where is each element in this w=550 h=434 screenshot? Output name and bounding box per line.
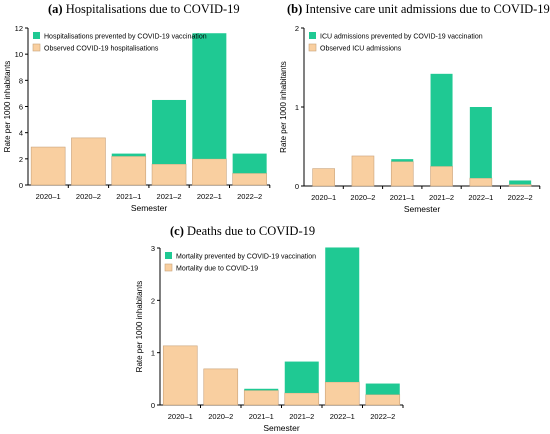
chart-b-ytick-label: 0 (295, 182, 299, 191)
chart-a-ytick-label: 2 (19, 155, 23, 164)
chart-c-xlabel: Semester (263, 423, 300, 433)
chart-b-legend-label-prevented: ICU admissions prevented by COVID-19 vac… (320, 34, 483, 41)
chart-a-bar-observed (192, 158, 227, 186)
chart-a-tag: (a) (48, 2, 63, 16)
chart-b-ytick-label: 2 (295, 24, 299, 33)
chart-b-tag: (b) (287, 2, 303, 16)
chart-a-ytick-label: 10 (15, 50, 23, 59)
chart-c-legend-swatch-prevented (165, 252, 172, 259)
chart-c-xtick-label: 2020–2 (208, 412, 233, 421)
chart-c-ytick-label: 0 (151, 401, 155, 410)
chart-b-xtick-label: 2021–1 (390, 193, 415, 202)
chart-a-legend-swatch-prevented (33, 32, 40, 39)
chart-c-title-text: Deaths due to COVID-19 (187, 224, 316, 238)
chart-c-legend-label-observed: Mortality due to COVID-19 (176, 266, 258, 273)
chart-c-legend-label-prevented: Mortality prevented by COVID-19 vaccinat… (176, 254, 316, 261)
chart-c-xtick-label: 2021–1 (249, 412, 274, 421)
chart-a-bar-prevented (111, 153, 146, 157)
chart-b-xtick-label: 2020–2 (350, 193, 375, 202)
chart-b-xtick-label: 2020–1 (311, 193, 336, 202)
chart-c-xtick-label: 2021–2 (289, 412, 314, 421)
chart-a-bar-observed (111, 155, 147, 186)
chart-a-ytick-label: 4 (19, 129, 23, 138)
chart-a-bar-observed (232, 172, 267, 186)
chart-a-ylabel: Rate per 1000 inhabitants (3, 61, 12, 153)
chart-c-xtick-label: 2020–1 (168, 412, 193, 421)
chart-a-xtick-label: 2022–2 (237, 192, 262, 201)
chart-c-xtick-label: 2022–2 (370, 412, 395, 421)
chart-b-legend-label-observed: Observed ICU admissions (320, 46, 402, 53)
chart-b-bar-prevented (509, 180, 532, 185)
chart-c-bar-observed (203, 368, 239, 406)
chart-b-ylabel: Rate per 1000 inhabitants (279, 61, 288, 153)
chart-b-bar-prevented (391, 159, 414, 162)
chart-b-bar-observed (312, 168, 335, 187)
chart-c-ytick-label: 3 (151, 244, 155, 253)
chart-c-legend-swatch-observed (164, 263, 173, 272)
chart-c-bar-observed (243, 390, 279, 406)
chart-c-bar-observed (162, 345, 198, 406)
chart-a-xtick-label: 2020–2 (76, 192, 101, 201)
chart-b-bar-observed (351, 155, 375, 187)
chart-a-bar-prevented (232, 153, 267, 174)
chart-a-bar-prevented (152, 99, 187, 165)
chart-b-bar-observed (390, 161, 414, 187)
chart-a-xtick-label: 2020–1 (36, 192, 61, 201)
chart-c-bar-prevented (244, 388, 279, 391)
chart-b-ytick-label: 1 (295, 103, 299, 112)
chart-b-title-text: Intensive care unit admissions due to CO… (305, 2, 550, 16)
chart-c-ylabel: Rate per 1000 inhabitants (135, 281, 144, 373)
chart-c-tag: (c) (170, 224, 184, 238)
chart-a-bar-observed (71, 137, 106, 186)
chart-a-legend-label-prevented: Hospitalisations prevented by COVID-19 v… (44, 34, 207, 41)
chart-a-xtick-label: 2021–1 (116, 192, 141, 201)
chart-c-bar-observed (324, 381, 360, 406)
chart-b-bar-observed (430, 165, 453, 187)
chart-b-legend-swatch-observed (308, 43, 317, 52)
chart-a-legend-swatch-observed (32, 43, 41, 52)
chart-a-bar-prevented (192, 33, 227, 159)
chart-b-bar-prevented (430, 73, 453, 167)
chart-a-ytick-label: 0 (19, 181, 23, 190)
chart-c-bar-observed (365, 394, 401, 406)
chart-a-xtick-label: 2022–1 (197, 192, 222, 201)
chart-a-xlabel: Semester (131, 203, 168, 213)
chart-a-bar-observed (151, 163, 187, 186)
chart-a-ytick-label: 12 (15, 24, 23, 33)
chart-c-xtick-label: 2022–1 (330, 412, 355, 421)
chart-c-bar-observed (284, 392, 320, 406)
chart-b-bar-prevented (469, 107, 492, 179)
chart-a-title: (a) Hospitalisations due to COVID-19 (48, 2, 240, 17)
chart-a-legend-label-observed: Observed COVID-19 hospitalisations (44, 46, 159, 53)
chart-b-xtick-label: 2022–1 (468, 193, 493, 202)
chart-b-bar-observed (508, 184, 532, 187)
chart-b-legend-swatch-prevented (309, 32, 316, 39)
chart-a-ytick-label: 8 (19, 76, 23, 85)
chart-c-bar-prevented (365, 383, 400, 395)
chart-a-bar-observed (30, 146, 66, 186)
chart-b-bar-observed (469, 177, 493, 187)
chart-b-xtick-label: 2022–2 (508, 193, 533, 202)
chart-a-ytick-label: 6 (19, 103, 23, 112)
chart-c-bar-prevented (325, 247, 360, 382)
chart-b-xlabel: Semester (404, 204, 441, 214)
chart-c-title: (c) Deaths due to COVID-19 (170, 224, 315, 239)
chart-b-title: (b) Intensive care unit admissions due t… (287, 2, 550, 17)
chart-a-xtick-label: 2021–2 (157, 192, 182, 201)
chart-b-xtick-label: 2021–2 (429, 193, 454, 202)
chart-c-ytick-label: 1 (151, 349, 155, 358)
chart-a-title-text: Hospitalisations due to COVID-19 (65, 2, 240, 16)
chart-c-ytick-label: 2 (151, 296, 155, 305)
chart-c-bar-prevented (284, 361, 319, 393)
